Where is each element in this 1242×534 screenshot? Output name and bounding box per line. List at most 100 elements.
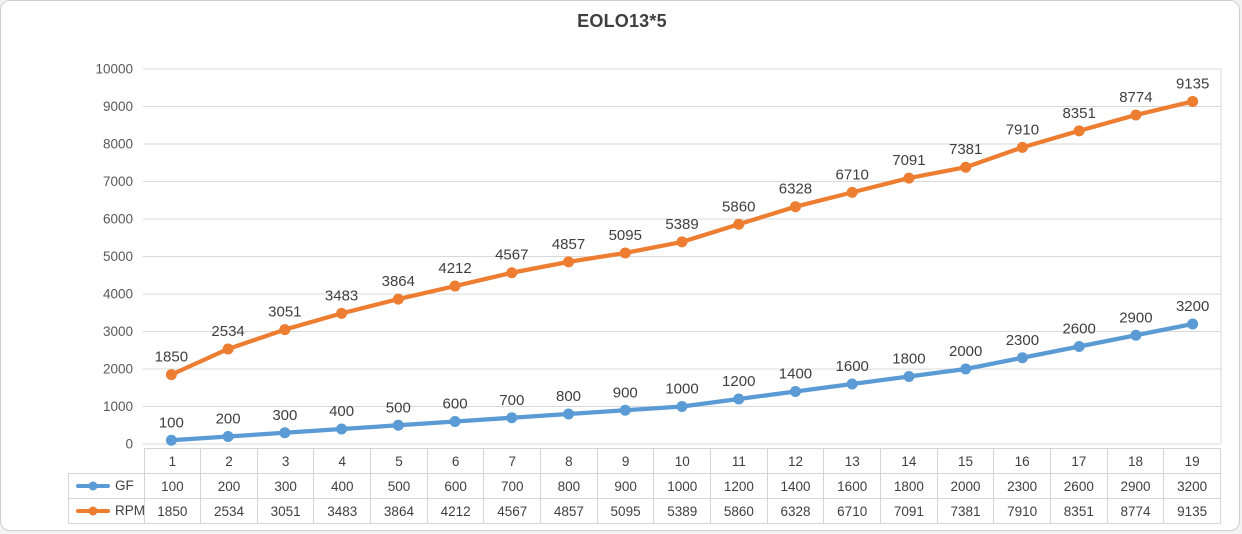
value-cell-gf: 200 — [200, 473, 258, 499]
data-label-gf: 1800 — [892, 351, 925, 368]
data-label-rpm: 7381 — [949, 141, 982, 158]
data-label-rpm: 5860 — [722, 198, 755, 215]
data-point-marker-gf — [165, 434, 177, 446]
table-row-rpm: RPM 1850 2534 3051 3483 3864 4212 4567 4857 5095 5… — [68, 498, 1221, 524]
data-point-marker-rpm — [846, 186, 858, 198]
data-label-rpm: 6328 — [779, 181, 812, 198]
legend-dot-icon — [88, 506, 98, 516]
data-label-rpm: 9135 — [1176, 75, 1209, 92]
value-cell-gf: 100 — [143, 473, 202, 499]
data-label-rpm: 4212 — [438, 260, 471, 277]
category-cell: 18 — [1106, 448, 1165, 474]
value-cell-rpm: 6710 — [823, 498, 882, 524]
data-label-rpm: 3864 — [382, 273, 415, 290]
data-label-gf: 2600 — [1062, 321, 1095, 338]
value-cell-rpm: 3483 — [313, 498, 372, 524]
category-cell: 4 — [313, 448, 372, 474]
y-axis-tick-label: 4000 — [103, 287, 133, 302]
value-cell-gf: 1800 — [880, 473, 938, 499]
data-point-marker-gf — [1016, 352, 1028, 364]
data-point-marker-rpm — [165, 369, 177, 381]
category-cell: 9 — [596, 448, 655, 474]
y-axis-tick-label: 2000 — [103, 362, 133, 377]
data-point-marker-gf — [733, 393, 745, 405]
category-cell: 10 — [653, 448, 712, 474]
legend-dot-icon — [88, 481, 98, 491]
data-point-marker-gf — [789, 386, 801, 397]
value-cell-rpm: 9135 — [1163, 498, 1221, 524]
value-cell-gf: 600 — [426, 473, 485, 499]
data-point-marker-rpm — [733, 218, 745, 230]
data-point-marker-gf — [506, 412, 518, 424]
data-label-rpm: 7091 — [892, 152, 925, 169]
value-cell-gf: 400 — [313, 473, 372, 499]
category-cell: 6 — [426, 448, 485, 474]
value-cell-gf: 1400 — [766, 473, 825, 499]
data-point-marker-rpm — [1187, 95, 1199, 107]
value-cell-rpm: 5095 — [596, 498, 655, 524]
category-cell: 15 — [936, 448, 995, 474]
value-cell-gf: 300 — [256, 473, 315, 499]
data-point-marker-rpm — [336, 307, 348, 319]
data-point-marker-gf — [449, 416, 461, 427]
data-point-marker-gf — [1130, 329, 1142, 341]
data-point-marker-rpm — [222, 343, 234, 355]
value-cell-gf: 2000 — [936, 473, 995, 499]
data-label-rpm: 5095 — [609, 227, 642, 244]
data-label-rpm: 4857 — [552, 236, 585, 253]
value-cell-rpm: 7381 — [936, 498, 995, 524]
data-point-marker-rpm — [789, 201, 801, 213]
data-label-rpm: 3051 — [268, 304, 301, 321]
value-cell-rpm: 4567 — [483, 498, 542, 524]
y-axis-tick-label: 9000 — [103, 99, 133, 114]
data-label-gf: 900 — [613, 384, 638, 401]
value-cell-gf: 800 — [540, 473, 598, 499]
value-cell-gf: 700 — [483, 473, 542, 499]
value-cell-rpm: 3864 — [370, 498, 428, 524]
value-cell-gf: 1600 — [823, 473, 882, 499]
data-point-marker-gf — [903, 371, 915, 382]
value-cell-rpm: 8351 — [1050, 498, 1108, 524]
legend-cell-rpm: RPM — [68, 498, 145, 524]
y-axis-tick-label: 7000 — [103, 174, 133, 189]
category-cell: 14 — [880, 448, 938, 474]
table-header-row: 1 2 3 4 5 6 7 8 9 10 11 12 13 14 15 16 17 18 19 — [69, 448, 1221, 474]
data-point-marker-gf — [336, 423, 348, 435]
data-point-marker-rpm — [279, 324, 291, 336]
data-point-marker-rpm — [449, 280, 461, 292]
chart-title: EOLO13*5 — [577, 11, 667, 31]
data-label-gf: 2000 — [949, 343, 982, 360]
category-cell: 13 — [823, 448, 882, 474]
data-label-gf: 200 — [216, 411, 241, 428]
category-cell: 11 — [710, 448, 768, 474]
value-cell-gf: 500 — [370, 473, 428, 499]
data-point-marker-rpm — [506, 267, 518, 279]
category-cell: 17 — [1050, 448, 1108, 474]
data-label-gf: 500 — [386, 399, 411, 416]
data-point-marker-rpm — [1016, 141, 1028, 153]
legend-label: RPM — [115, 503, 144, 519]
data-point-marker-gf — [1073, 341, 1085, 352]
table-corner-cell — [69, 449, 145, 474]
data-point-marker-rpm — [619, 247, 631, 259]
y-axis-tick-label: 6000 — [103, 212, 133, 227]
data-label-rpm: 8351 — [1062, 105, 1095, 122]
category-cell: 7 — [483, 448, 542, 474]
data-point-marker-gf — [619, 404, 631, 416]
category-cell: 8 — [540, 448, 598, 474]
value-cell-rpm: 7091 — [880, 498, 938, 524]
value-cell-gf: 2300 — [993, 473, 1051, 499]
y-axis-tick-label: 1000 — [103, 399, 133, 414]
data-label-rpm: 2534 — [211, 323, 244, 340]
data-point-marker-gf — [846, 378, 858, 390]
value-cell-gf: 1000 — [653, 473, 712, 499]
category-cell: 5 — [370, 448, 428, 474]
value-cell-gf: 3200 — [1163, 473, 1221, 499]
y-axis-tick-label: 0 — [125, 437, 133, 452]
data-table: 1 2 3 4 5 6 7 8 9 10 11 12 13 14 15 16 17 18 19 GF 100 200 300… — [68, 448, 1221, 524]
data-label-gf: 2300 — [1006, 332, 1039, 349]
value-cell-rpm: 2534 — [200, 498, 258, 524]
data-label-gf: 2900 — [1119, 309, 1152, 326]
